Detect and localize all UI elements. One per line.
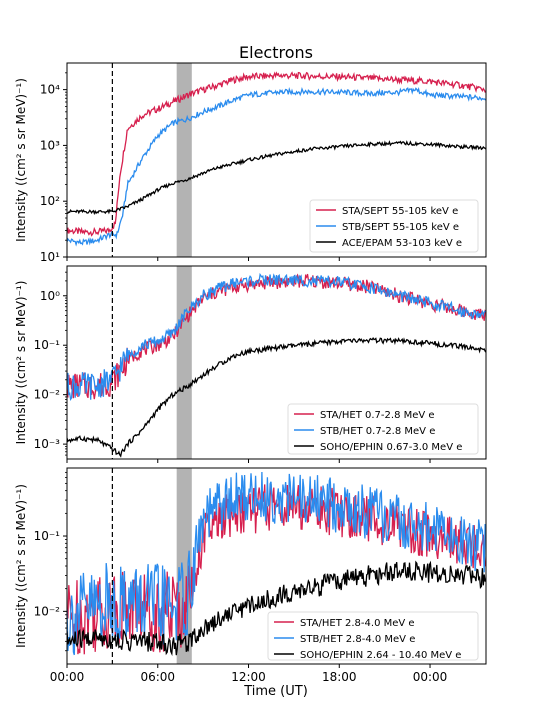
series-line-1 xyxy=(67,273,486,400)
y-tick-label: 10⁰ xyxy=(40,289,60,303)
y-tick-label: 10⁻³ xyxy=(34,437,61,451)
y-tick-label: 10² xyxy=(40,194,60,208)
legend-box xyxy=(287,403,479,455)
y-tick-label: 10⁻¹ xyxy=(34,338,61,352)
legend-box xyxy=(267,611,479,661)
panel-1: 10¹ 10² 10³ 10⁴ Intensity ((cm² s sr MeV)⁻¹)… xyxy=(14,62,487,264)
series-line-2 xyxy=(67,86,486,247)
series-line-2 xyxy=(67,471,486,656)
plot-frame xyxy=(66,62,487,258)
y-axis-label: Intensity ((cm² s sr MeV)⁻¹) xyxy=(14,281,28,445)
y-tick-label: 10³ xyxy=(40,138,60,152)
series-line-3 xyxy=(67,140,486,216)
x-tick-label: 00:00 xyxy=(50,670,85,684)
x-tick-label: 00:00 xyxy=(413,670,448,684)
legend-label: ACE/EPAM 53-103 keV e xyxy=(342,238,462,249)
series-line-3 xyxy=(67,337,486,458)
legend-label: STA/HET 0.7-2.8 MeV e xyxy=(320,410,435,421)
y-tick-label: 10⁻² xyxy=(34,388,61,402)
y-axis-label: Intensity ((cm² s sr MeV)⁻¹) xyxy=(14,484,28,648)
panel-2: 10⁻³ 10⁻² 10⁻¹ 10⁰ Intensity ((cm² s sr MeV)… xyxy=(14,265,487,463)
y-tick-label: 10⁻² xyxy=(34,604,61,618)
y-axis-label: Intensity ((cm² s sr MeV)⁻¹) xyxy=(14,78,28,242)
x-tick-label: 06:00 xyxy=(140,670,175,684)
legend-label: SOHO/EPHIN 2.64 - 10.40 MeV e xyxy=(300,650,461,661)
y-tick-label: 10¹ xyxy=(40,250,60,264)
legend-label: STB/HET 2.8-4.0 MeV e xyxy=(300,634,415,645)
y-tick-label: 10⁴ xyxy=(40,83,60,97)
series-line-3 xyxy=(67,560,486,657)
legend-box xyxy=(309,199,479,253)
y-tick-label: 10⁻¹ xyxy=(34,529,61,543)
series-line-2 xyxy=(67,272,486,401)
legend-label: SOHO/EPHIN 0.67-3.0 MeV e xyxy=(320,442,462,453)
legend-label: STB/HET 0.7-2.8 MeV e xyxy=(320,426,435,437)
legend-label: STA/HET 2.8-4.0 MeV e xyxy=(300,618,415,629)
panel-3: 10⁻² 10⁻¹ 00:00 06:00 12:00 18:00 00:00 Intensi… xyxy=(14,467,487,684)
shaded-band xyxy=(176,266,192,459)
x-tick-label: 12:00 xyxy=(231,670,266,684)
x-axis-label: Time (UT) xyxy=(243,684,308,699)
series-line-1 xyxy=(67,71,486,237)
shaded-band xyxy=(176,63,192,257)
x-tick-label: 18:00 xyxy=(322,670,357,684)
legend-label: STB/SEPT 55-105 keV e xyxy=(342,222,459,233)
figure-title: Electrons xyxy=(239,43,313,62)
legend-label: STA/SEPT 55-105 keV e xyxy=(342,206,458,217)
chart-panels: 10¹ 10² 10³ 10⁴ Intensity ((cm² s sr MeV)⁻¹)… xyxy=(14,62,487,684)
plot-frame xyxy=(66,265,487,460)
